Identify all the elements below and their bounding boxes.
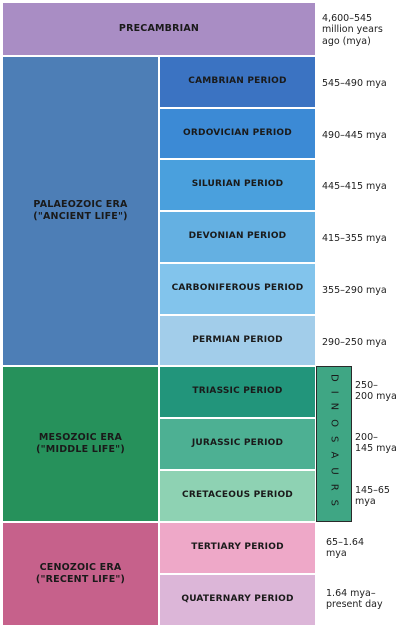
era-cenozoic-label: CENOZOIC ERA ("RECENT LIFE") xyxy=(35,562,126,585)
era-cenozoic: CENOZOIC ERA ("RECENT LIFE") xyxy=(2,522,159,626)
period-devonian-label: DEVONIAN PERIOD xyxy=(188,231,287,242)
period-jurassic-label: JURASSIC PERIOD xyxy=(191,438,284,449)
mya-permian: 290–250 mya xyxy=(322,337,387,348)
period-triassic: TRIASSIC PERIOD xyxy=(159,366,316,418)
dinosaurs-label: DINOSAURS xyxy=(328,373,340,515)
period-cretaceous-label: CRETACEOUS PERIOD xyxy=(182,490,293,501)
period-carboniferous-label: CARBONIFEROUS PERIOD xyxy=(171,283,304,294)
period-cambrian-label: CAMBRIAN PERIOD xyxy=(188,76,287,87)
era-palaeozoic: PALAEOZOIC ERA ("ANCIENT LIFE") xyxy=(2,56,159,366)
era-mesozoic-label: MESOZOIC ERA ("MIDDLE LIFE") xyxy=(36,432,125,455)
period-quaternary-label: QUATERNARY PERIOD xyxy=(181,594,294,605)
period-tertiary-label: TERTIARY PERIOD xyxy=(191,542,284,553)
mya-cretaceous: 145–65 mya xyxy=(355,485,390,508)
era-palaeozoic-label: PALAEOZOIC ERA ("ANCIENT LIFE") xyxy=(33,199,128,222)
mya-quaternary: 1.64 mya– present day xyxy=(326,588,383,611)
mya-tertiary: 65–1.64 mya xyxy=(326,537,364,560)
period-ordovician-label: ORDOVICIAN PERIOD xyxy=(183,127,292,138)
period-permian: PERMIAN PERIOD xyxy=(159,315,316,366)
period-jurassic: JURASSIC PERIOD xyxy=(159,418,316,470)
mya-silurian: 445–415 mya xyxy=(322,181,387,192)
mya-jurassic: 200– 145 mya xyxy=(355,432,397,455)
period-triassic-label: TRIASSIC PERIOD xyxy=(192,386,283,397)
period-tertiary: TERTIARY PERIOD xyxy=(159,522,316,574)
period-cambrian: CAMBRIAN PERIOD xyxy=(159,56,316,108)
period-permian-label: PERMIAN PERIOD xyxy=(192,334,283,345)
mya-cambrian: 545–490 mya xyxy=(322,78,387,89)
precambrian-label: PRECAMBRIAN xyxy=(118,23,200,35)
era-mesozoic: MESOZOIC ERA ("MIDDLE LIFE") xyxy=(2,366,159,522)
mya-ordovician: 490–445 mya xyxy=(322,130,387,141)
precambrian-mya: 4,600–545 million years ago (mya) xyxy=(322,13,383,47)
mya-devonian: 415–355 mya xyxy=(322,233,387,244)
period-cretaceous: CRETACEOUS PERIOD xyxy=(159,470,316,522)
mya-carboniferous: 355–290 mya xyxy=(322,285,387,296)
period-silurian-label: SILURIAN PERIOD xyxy=(191,179,284,190)
period-silurian: SILURIAN PERIOD xyxy=(159,159,316,211)
dinosaurs-bar: DINOSAURS xyxy=(316,366,352,522)
period-devonian: DEVONIAN PERIOD xyxy=(159,211,316,263)
period-quaternary: QUATERNARY PERIOD xyxy=(159,574,316,626)
mya-triassic: 250– 200 mya xyxy=(355,380,397,403)
period-carboniferous: CARBONIFEROUS PERIOD xyxy=(159,263,316,315)
precambrian-block: PRECAMBRIAN xyxy=(2,2,316,56)
period-ordovician: ORDOVICIAN PERIOD xyxy=(159,108,316,159)
